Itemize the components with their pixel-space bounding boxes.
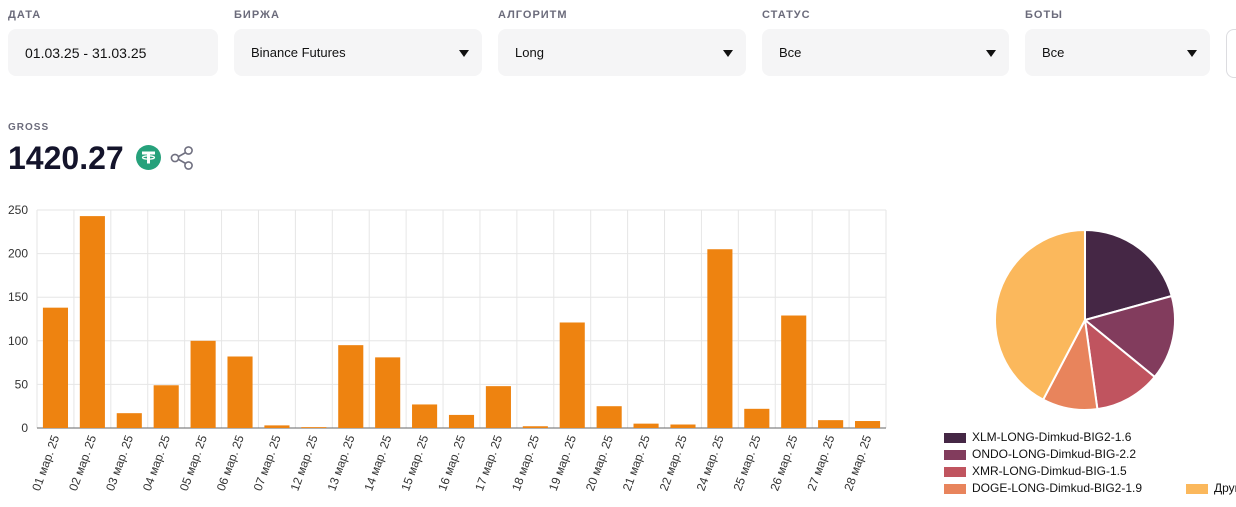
x-tick-label: 04 мар. 25 xyxy=(140,433,173,493)
bot-pie-chart xyxy=(994,228,1176,411)
y-tick-label: 150 xyxy=(8,290,28,304)
x-tick-label: 15 мар. 25 xyxy=(398,433,431,493)
x-tick-label: 14 мар. 25 xyxy=(361,433,394,493)
exchange-filter-label: БИРЖА xyxy=(234,9,280,21)
bar[interactable] xyxy=(670,424,696,428)
x-tick-label: 28 мар. 25 xyxy=(841,433,874,493)
algorithm-filter-label: АЛГОРИТМ xyxy=(498,9,568,21)
date-range-value: 01.03.25 - 31.03.25 xyxy=(25,45,147,61)
gross-value: 1420.27 xyxy=(8,140,124,176)
x-tick-label: 13 мар. 25 xyxy=(324,433,357,493)
x-tick-label: 21 мар. 25 xyxy=(620,433,653,493)
pie-slice[interactable] xyxy=(1082,294,1176,379)
bar[interactable] xyxy=(854,421,881,428)
extra-control-button[interactable] xyxy=(1226,29,1236,78)
status-select-value: Все xyxy=(779,45,802,60)
legend-swatch xyxy=(944,484,966,494)
pie-slice[interactable] xyxy=(1083,317,1157,411)
bar[interactable] xyxy=(744,408,770,428)
legend-swatch xyxy=(1186,484,1208,494)
bar[interactable] xyxy=(116,413,142,428)
y-tick-label: 100 xyxy=(8,334,28,348)
date-filter-label: ДАТА xyxy=(8,9,42,21)
x-tick-label: 26 мар. 25 xyxy=(767,433,800,493)
bar[interactable] xyxy=(264,425,290,428)
x-tick-label: 16 мар. 25 xyxy=(435,433,468,493)
algorithm-select[interactable]: Long xyxy=(498,29,746,76)
bar[interactable] xyxy=(375,357,401,428)
bar[interactable] xyxy=(781,315,807,428)
exchange-select[interactable]: Binance Futures xyxy=(234,29,482,76)
pie-slice[interactable] xyxy=(1084,228,1173,322)
bar[interactable] xyxy=(448,414,475,428)
date-range-input[interactable]: 01.03.25 - 31.03.25 xyxy=(8,29,218,76)
caret-down-icon xyxy=(459,50,469,57)
bar[interactable] xyxy=(596,406,622,428)
x-tick-label: 20 мар. 25 xyxy=(583,433,616,493)
bots-select-value: Все xyxy=(1042,45,1065,60)
bar[interactable] xyxy=(227,356,253,428)
x-tick-label: 07 мар. 25 xyxy=(251,433,284,493)
legend-label: XMR-LONG-Dimkud-BIG-1.5 xyxy=(972,464,1127,478)
status-filter-label: СТАТУС xyxy=(762,9,811,21)
bots-select[interactable]: Все xyxy=(1025,29,1210,76)
filter-bar: ДАТА 01.03.25 - 31.03.25 БИРЖА Binance F… xyxy=(0,0,1236,80)
bar[interactable] xyxy=(153,385,179,428)
y-tick-label: 200 xyxy=(8,247,28,261)
y-tick-label: 0 xyxy=(21,421,28,435)
bar[interactable] xyxy=(707,249,733,428)
bar[interactable] xyxy=(338,345,364,428)
legend-label: XLM-LONG-Dimkud-BIG2-1.6 xyxy=(972,430,1132,444)
bar[interactable] xyxy=(559,322,585,428)
x-tick-label: 17 мар. 25 xyxy=(472,433,505,493)
bar[interactable] xyxy=(42,307,69,428)
bar[interactable] xyxy=(79,216,105,428)
x-tick-label: 19 мар. 25 xyxy=(546,433,579,493)
x-tick-label: 24 мар. 25 xyxy=(694,433,727,493)
y-tick-label: 50 xyxy=(15,377,29,391)
bar[interactable] xyxy=(301,427,327,428)
y-tick-label: 250 xyxy=(8,203,28,217)
x-tick-label: 18 мар. 25 xyxy=(509,433,542,493)
bar[interactable] xyxy=(412,404,438,428)
legend-label: Другие xyxy=(1214,481,1236,495)
caret-down-icon xyxy=(723,50,733,57)
caret-down-icon xyxy=(1187,50,1197,57)
legend-swatch xyxy=(944,450,966,460)
legend-label: DOGE-LONG-Dimkud-BIG2-1.9 xyxy=(972,481,1143,495)
legend-swatch xyxy=(944,433,966,443)
x-tick-label: 02 мар. 25 xyxy=(66,433,99,493)
bar[interactable] xyxy=(633,423,659,428)
bots-filter-label: БОТЫ xyxy=(1025,9,1063,21)
x-tick-label: 12 мар. 25 xyxy=(288,433,321,493)
x-tick-label: 06 мар. 25 xyxy=(214,433,247,493)
pie-slice[interactable] xyxy=(994,228,1086,402)
x-tick-label: 27 мар. 25 xyxy=(804,433,837,493)
algorithm-select-value: Long xyxy=(515,45,544,60)
bar[interactable] xyxy=(190,340,216,428)
x-tick-label: 01 мар. 25 xyxy=(29,433,62,493)
bar[interactable] xyxy=(522,426,548,428)
caret-down-icon xyxy=(986,50,996,57)
legend-swatch xyxy=(944,467,966,477)
x-tick-label: 25 мар. 25 xyxy=(731,433,764,493)
tether-icon xyxy=(136,145,161,170)
share-icon[interactable] xyxy=(169,145,195,171)
daily-bar-chart: 0 50 100 150 200 250 01 мар. 25 02 мар. 25 03 ма… xyxy=(8,203,887,493)
x-tick-label: 22 мар. 25 xyxy=(657,433,690,493)
x-tick-label: 05 мар. 25 xyxy=(177,433,210,493)
bar[interactable] xyxy=(818,420,844,428)
bar[interactable] xyxy=(485,386,511,428)
legend-label: ONDO-LONG-Dimkud-BIG-2.2 xyxy=(972,447,1137,461)
status-select[interactable]: Все xyxy=(762,29,1009,76)
exchange-select-value: Binance Futures xyxy=(251,45,346,60)
x-tick-label: 03 мар. 25 xyxy=(103,433,136,493)
gross-label: GROSS xyxy=(8,122,50,133)
